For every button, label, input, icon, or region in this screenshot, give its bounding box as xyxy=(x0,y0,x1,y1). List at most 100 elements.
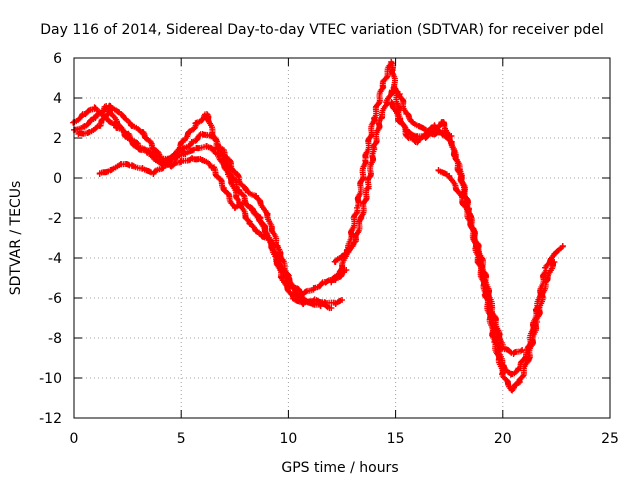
x-tick-label: 20 xyxy=(494,431,512,447)
y-tick-label: -10 xyxy=(39,371,62,387)
data-point xyxy=(431,127,438,133)
y-tick-label: -2 xyxy=(48,211,62,227)
data-point xyxy=(422,135,429,141)
data-point xyxy=(405,135,412,141)
series-satellite-track-7 xyxy=(388,99,558,394)
data-point xyxy=(182,135,189,141)
data-point xyxy=(289,283,296,289)
x-tick-label: 10 xyxy=(279,431,297,447)
data-point xyxy=(75,131,82,137)
data-point xyxy=(542,279,549,285)
data-point xyxy=(193,145,200,151)
data-point xyxy=(139,165,146,171)
data-point xyxy=(289,295,296,301)
data-point xyxy=(516,379,523,385)
data-point xyxy=(311,297,318,303)
data-point xyxy=(300,291,307,297)
data-point xyxy=(354,205,361,211)
data-point xyxy=(343,267,350,273)
data-point xyxy=(542,265,549,271)
data-point xyxy=(336,269,343,275)
data-point xyxy=(81,123,88,129)
data-point xyxy=(161,163,168,169)
data-point xyxy=(519,347,526,353)
data-point xyxy=(559,243,566,249)
data-point xyxy=(448,139,455,145)
data-point xyxy=(416,123,423,129)
data-point xyxy=(328,279,335,285)
data-point xyxy=(388,59,395,65)
data-point xyxy=(510,351,517,357)
data-point xyxy=(508,387,515,393)
x-tick-label: 5 xyxy=(177,431,186,447)
y-tick-label: 4 xyxy=(53,91,62,107)
data-point xyxy=(113,119,120,125)
y-tick-label: 6 xyxy=(53,51,62,67)
data-point xyxy=(499,345,506,351)
data-point xyxy=(257,215,264,221)
y-tick-label: -4 xyxy=(48,251,62,267)
data-point xyxy=(214,145,221,151)
data-point xyxy=(405,129,412,135)
data-point xyxy=(364,185,371,191)
data-point xyxy=(231,205,238,211)
data-point xyxy=(311,285,318,291)
data-point xyxy=(139,129,146,135)
y-axis-label: SDTVAR / TECUs xyxy=(8,181,24,296)
marks-layer xyxy=(70,58,566,394)
data-point xyxy=(508,371,515,377)
data-point xyxy=(439,131,446,137)
plot-frame xyxy=(73,57,611,419)
data-point xyxy=(150,145,157,151)
data-point xyxy=(534,319,541,325)
data-point xyxy=(182,151,189,157)
y-tick-label: -12 xyxy=(39,411,62,427)
data-point xyxy=(203,111,210,117)
data-point xyxy=(124,135,131,141)
data-point xyxy=(300,301,307,307)
data-point xyxy=(118,161,125,167)
data-point xyxy=(551,251,558,257)
ticks-layer: 0 5 10 15 20 25 -12 -10 -8 -6 -4 -2 0 2 4 6 xyxy=(39,51,619,447)
series-satellite-track-3 xyxy=(75,102,345,307)
data-point xyxy=(351,239,358,245)
data-point xyxy=(414,139,421,145)
data-point xyxy=(188,155,195,161)
data-point xyxy=(135,145,142,151)
data-point xyxy=(499,371,506,377)
data-point xyxy=(193,121,200,127)
data-point xyxy=(203,143,210,149)
data-point xyxy=(118,111,125,117)
data-point xyxy=(214,151,221,157)
data-point xyxy=(435,167,442,173)
data-point xyxy=(268,239,275,245)
series-satellite-track-4 xyxy=(96,143,350,297)
series-markers xyxy=(389,99,558,394)
x-tick-label: 15 xyxy=(387,431,405,447)
data-point xyxy=(86,129,93,135)
data-point xyxy=(253,193,260,199)
data-point xyxy=(246,221,253,227)
data-point xyxy=(188,139,195,145)
data-point xyxy=(371,145,378,151)
data-point xyxy=(332,301,339,307)
data-point xyxy=(403,111,410,117)
data-point xyxy=(362,155,369,161)
data-point xyxy=(489,305,496,311)
data-point xyxy=(242,187,249,193)
data-point xyxy=(328,305,335,311)
series-satellite-track-8 xyxy=(435,167,526,357)
data-point xyxy=(409,119,416,125)
data-point xyxy=(107,103,114,109)
x-axis-label: GPS time / hours xyxy=(281,460,398,476)
data-point xyxy=(199,157,206,163)
data-point xyxy=(263,211,270,217)
data-point xyxy=(107,167,114,173)
data-point xyxy=(332,259,339,265)
data-point xyxy=(345,245,352,251)
y-tick-label: -6 xyxy=(48,291,62,307)
data-point xyxy=(339,297,345,303)
